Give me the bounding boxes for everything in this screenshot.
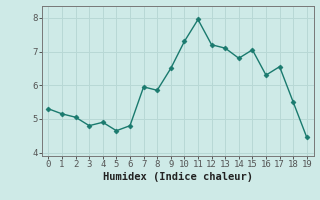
X-axis label: Humidex (Indice chaleur): Humidex (Indice chaleur)	[103, 172, 252, 182]
